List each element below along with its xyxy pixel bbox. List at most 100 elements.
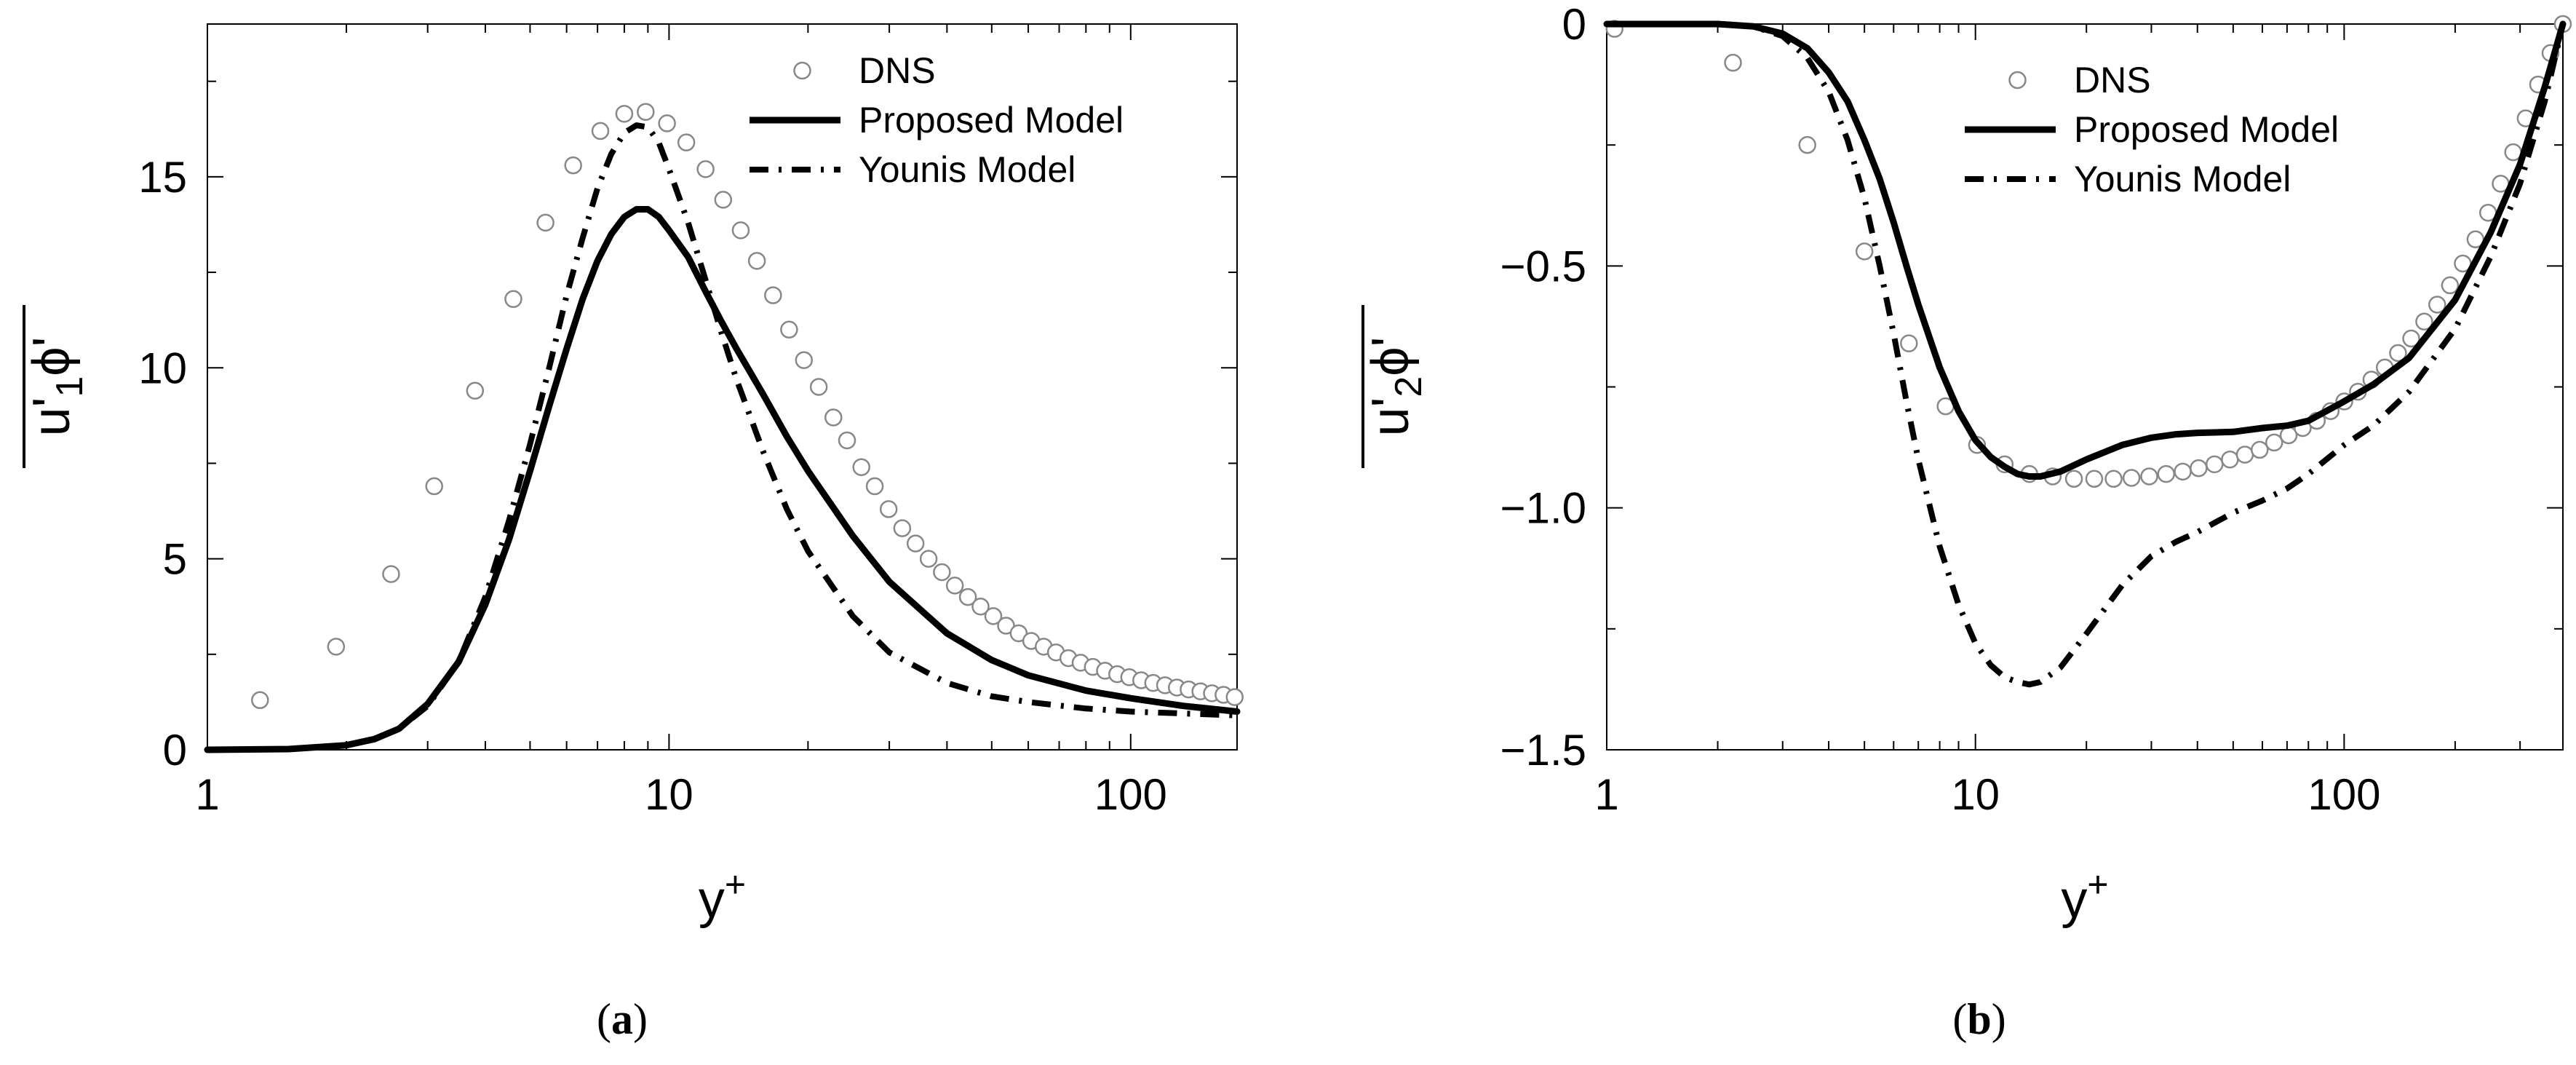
chart-panel-b: 1 10 100 0 −0.5 −1.0 −1.5 y+ u'2ϕ' DNS Proposed Mo… (1361, 0, 2572, 1043)
dns-point (2064, 470, 2083, 488)
dns-point (906, 534, 925, 553)
x-tick-label: 1 (1594, 770, 1618, 819)
dns-point (2251, 440, 2269, 459)
dns-point (2402, 329, 2420, 348)
dns-point (382, 565, 400, 583)
dns-point (536, 213, 554, 232)
dns-point (852, 458, 870, 476)
series-younis-model-line (207, 122, 1238, 753)
dns-point (564, 156, 582, 175)
dns-point (2104, 470, 2123, 488)
y-tick-label: 15 (138, 153, 187, 202)
series-proposed-model-line (1603, 20, 2567, 480)
y-tick-label: 0 (1562, 0, 1586, 49)
y-axis-title: u'2ϕ' (1361, 305, 1430, 468)
y-tick-label: −1.5 (1500, 726, 1586, 775)
legend: DNS Proposed Model Younis Model (1965, 60, 2339, 199)
legend-label: Younis Model (2074, 159, 2291, 199)
dns-point (958, 587, 977, 606)
dns-point (658, 114, 676, 132)
dns-point (637, 103, 655, 121)
series-dns (1605, 15, 2572, 488)
legend-label: DNS (2074, 60, 2151, 100)
y-tick-label: 5 (163, 535, 187, 584)
dns-point (795, 351, 814, 370)
dns-point (2441, 276, 2460, 295)
dns-point (945, 577, 964, 595)
dns-point (865, 477, 884, 496)
dns-point (879, 500, 898, 518)
dns-point (2174, 462, 2192, 481)
dns-point (677, 133, 696, 151)
plot-frame (207, 23, 1238, 751)
dns-point (747, 252, 766, 270)
y-tick-label: 10 (138, 344, 187, 392)
dns-point (1225, 688, 1244, 706)
series-younis-model-line (1607, 21, 2566, 688)
dns-point (2190, 459, 2208, 478)
dns-point (1900, 334, 1918, 352)
chart-panel-a: 1 10 100 0 5 10 15 y+ u'1ϕ' DNS Proposed Model Youn… (23, 23, 1244, 1043)
legend-dns-marker (793, 61, 811, 80)
dns-point (425, 477, 443, 496)
y-axis-title-text: u'1ϕ' (23, 337, 91, 437)
dns-point (1855, 242, 1874, 261)
panel-caption: (b) (1952, 995, 2005, 1043)
dns-point (2157, 464, 2176, 483)
x-axis-title: y+ (699, 864, 746, 929)
dns-point (893, 519, 912, 537)
dns-point (838, 431, 856, 450)
dns-point (2205, 455, 2224, 474)
x-tick-label: 10 (1951, 770, 2000, 819)
dns-point (466, 381, 485, 400)
panel-caption: (a) (597, 995, 648, 1043)
dns-point (2140, 467, 2158, 486)
dns-point (2428, 296, 2446, 314)
legend-label: Proposed Model (859, 100, 1124, 140)
dns-point (504, 290, 522, 309)
dns-point (919, 550, 938, 568)
dns-point (780, 320, 798, 339)
dns-point (714, 191, 733, 209)
dns-point (2265, 433, 2283, 452)
dns-point (2221, 450, 2239, 469)
dns-point (696, 160, 715, 178)
dns-point (984, 607, 1003, 625)
dns-point (2389, 344, 2407, 363)
legend: DNS Proposed Model Younis Model (750, 50, 1124, 190)
dns-point (2085, 470, 2104, 488)
y-axis-title-text: u'2ϕ' (1361, 337, 1430, 437)
dns-point (971, 597, 990, 616)
y-tick-label: −1.0 (1500, 484, 1586, 533)
x-tick-label: 1 (195, 770, 219, 819)
dns-point (1724, 53, 1742, 72)
series-proposed-model-line (204, 206, 1241, 753)
dns-point (824, 408, 843, 427)
legend-dns-marker (2008, 71, 2027, 90)
dns-point (251, 691, 269, 710)
dns-point (2122, 469, 2141, 487)
dns-point (731, 221, 750, 239)
dns-point (591, 122, 610, 140)
legend-label: Proposed Model (2074, 109, 2339, 150)
y-tick-label: −0.5 (1500, 242, 1586, 290)
y-axis-title: u'1ϕ' (23, 305, 91, 468)
dns-point (933, 563, 951, 582)
x-tick-label: 10 (645, 770, 693, 819)
dns-point (327, 638, 346, 656)
dns-point (809, 378, 828, 396)
dns-point (764, 286, 782, 304)
dns-point (997, 617, 1015, 635)
dns-point (1798, 135, 1816, 154)
x-tick-label: 100 (2307, 770, 2380, 819)
x-tick-label: 100 (1094, 770, 1167, 819)
dns-point (2415, 312, 2433, 331)
dns-point (2235, 446, 2254, 464)
legend-label: Younis Model (859, 149, 1076, 190)
x-axis-title: y+ (2061, 864, 2108, 929)
legend-label: DNS (859, 50, 936, 91)
dns-point (615, 105, 634, 123)
series-dns (251, 103, 1244, 710)
y-tick-label: 0 (163, 726, 187, 775)
